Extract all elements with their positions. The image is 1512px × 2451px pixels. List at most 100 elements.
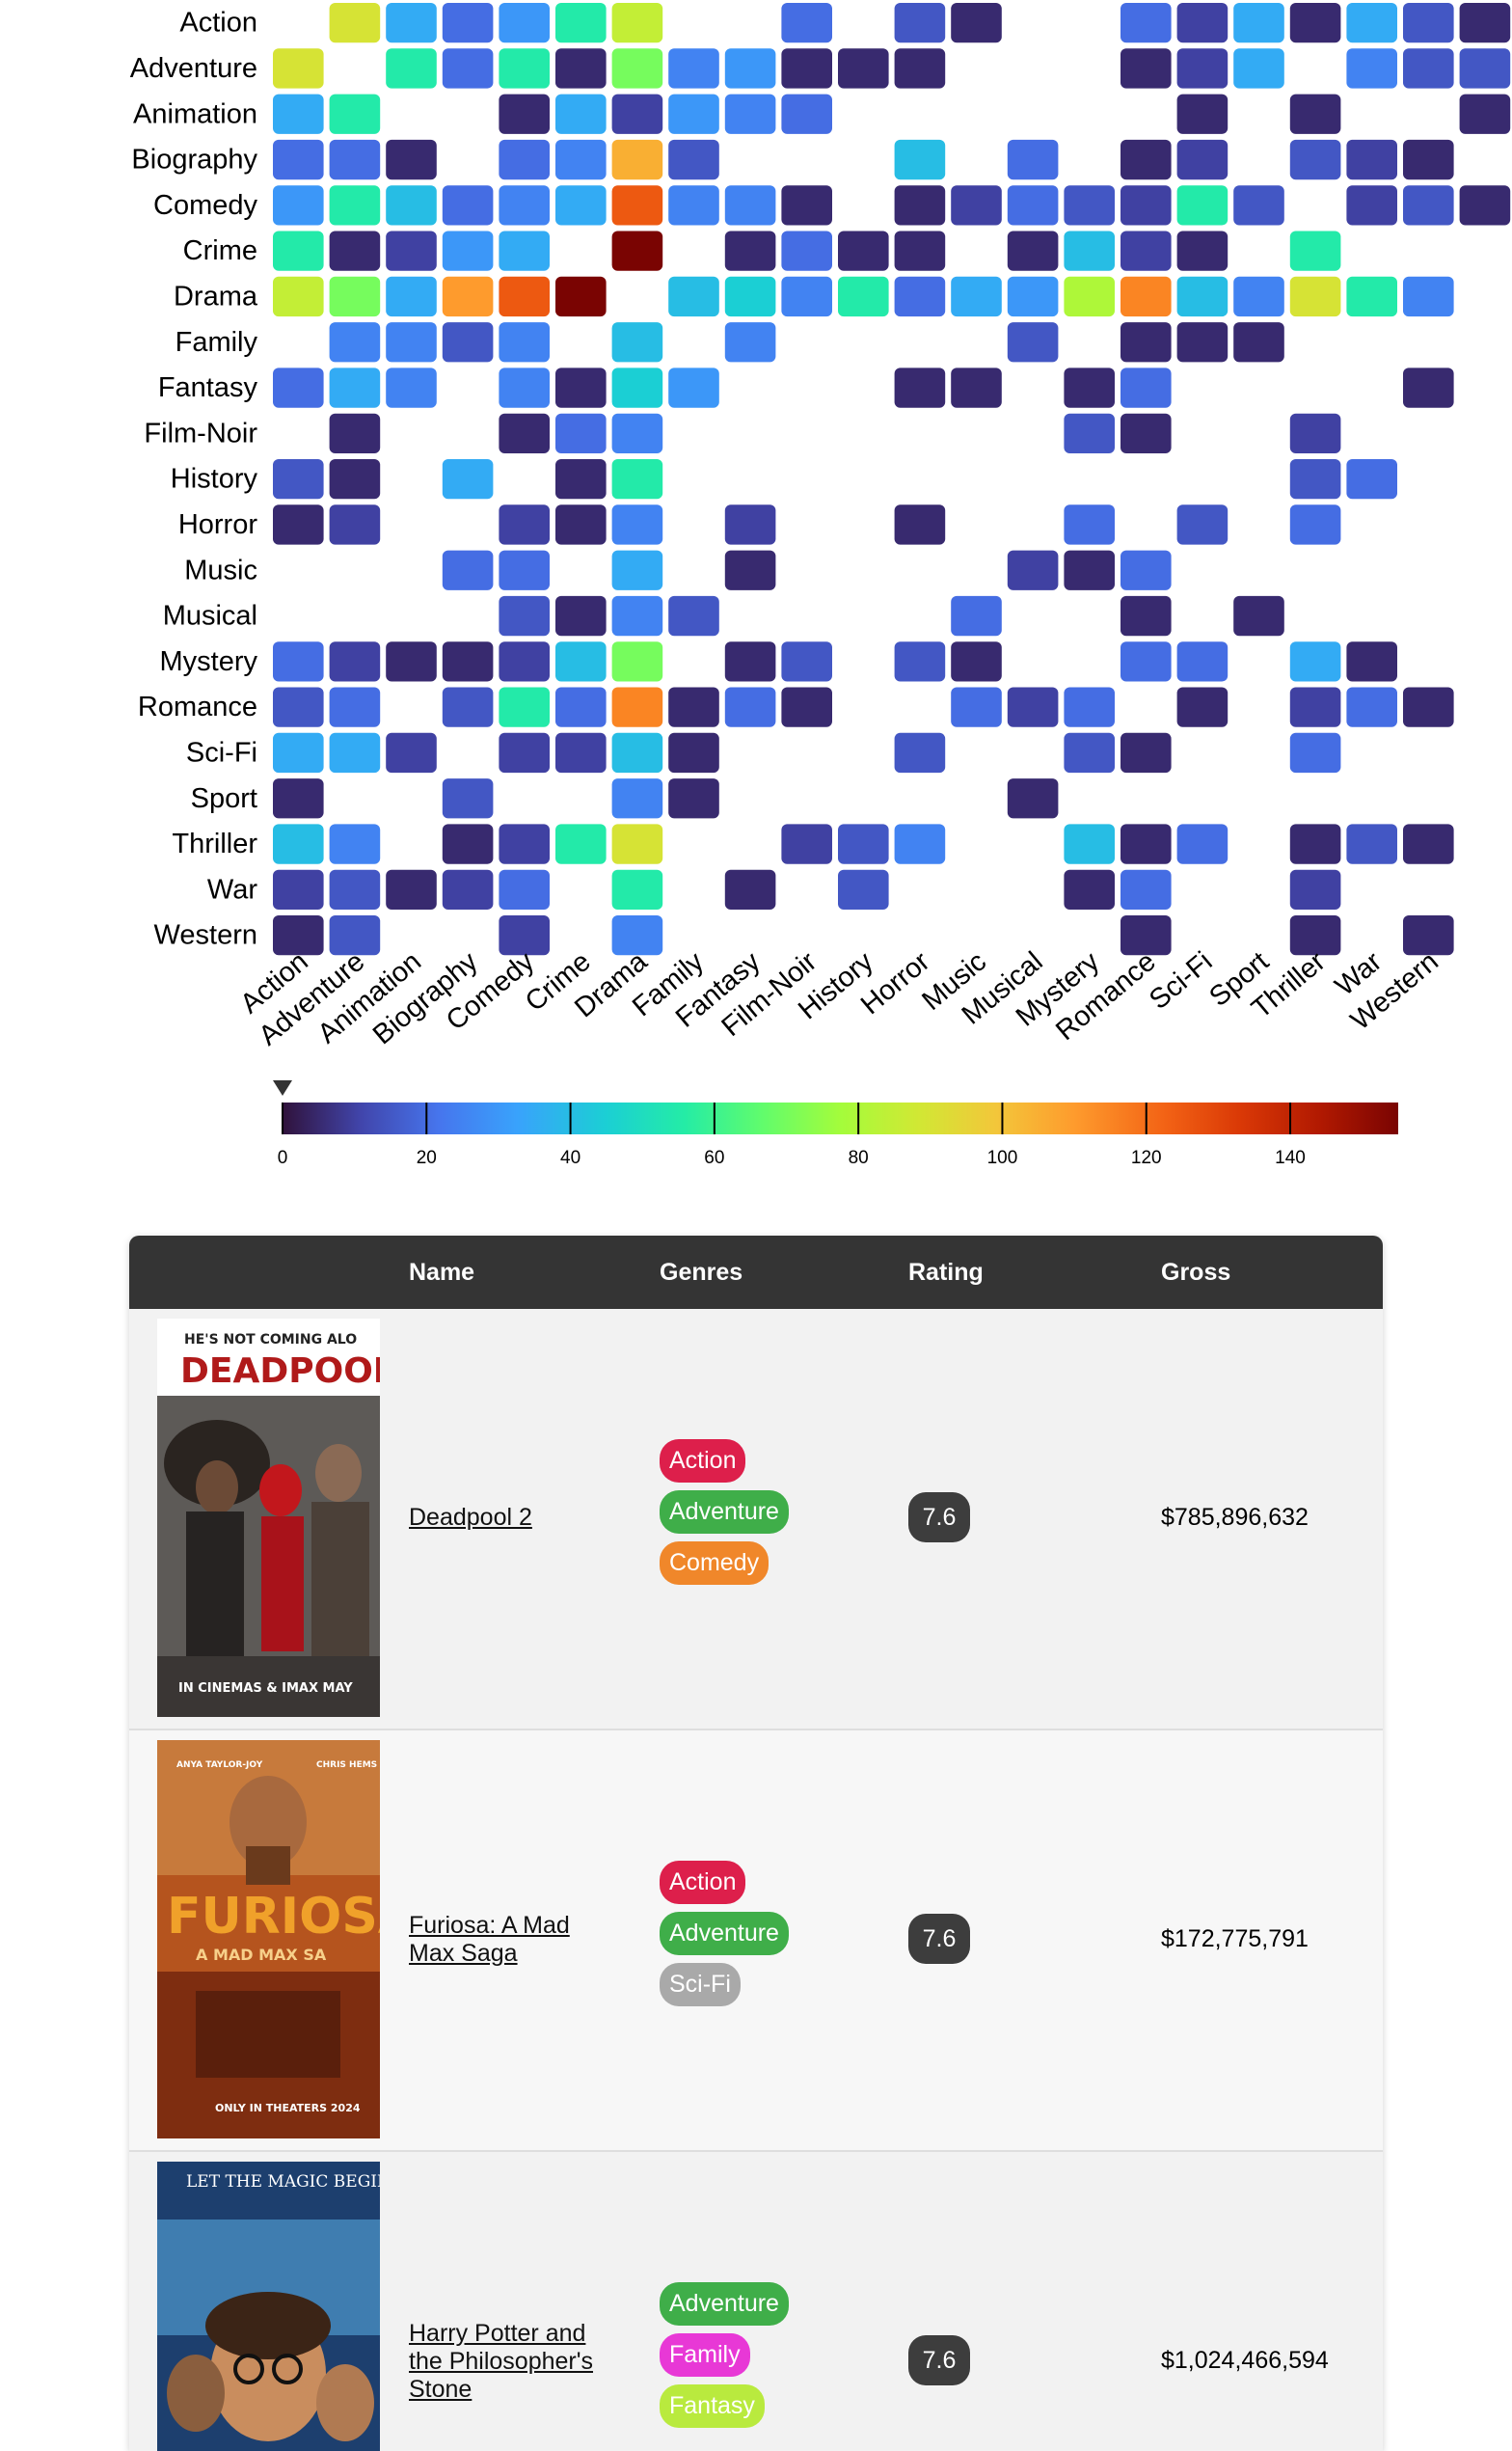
heatmap-cell[interactable]	[611, 413, 663, 453]
heatmap-cell[interactable]	[1120, 550, 1172, 590]
heatmap-cell[interactable]	[781, 94, 832, 134]
heatmap-cell[interactable]	[1064, 504, 1115, 545]
heatmap-cell[interactable]	[1289, 413, 1341, 453]
heatmap-cell[interactable]	[386, 3, 437, 43]
heatmap-cell[interactable]	[1176, 48, 1228, 89]
heatmap-cell[interactable]	[273, 504, 324, 545]
heatmap-cell[interactable]	[442, 48, 494, 89]
heatmap-cell[interactable]	[668, 276, 719, 317]
heatmap-cell[interactable]	[273, 231, 324, 271]
heatmap-cell[interactable]	[499, 732, 550, 774]
heatmap-cell[interactable]	[611, 322, 663, 363]
heatmap-cell[interactable]	[611, 368, 663, 408]
heatmap-cell[interactable]	[951, 595, 1002, 637]
heatmap-cell[interactable]	[386, 48, 437, 89]
heatmap-cell[interactable]	[1176, 687, 1228, 727]
heatmap-cell[interactable]	[724, 276, 776, 317]
heatmap-cell[interactable]	[1289, 869, 1341, 910]
heatmap-cell[interactable]	[386, 322, 437, 363]
heatmap-cell[interactable]	[611, 48, 663, 89]
heatmap-cell[interactable]	[273, 778, 324, 819]
heatmap-cell[interactable]	[273, 94, 324, 134]
heatmap-cell[interactable]	[1346, 641, 1397, 682]
heatmap-cell[interactable]	[442, 641, 494, 682]
heatmap-cell[interactable]	[1064, 687, 1115, 727]
heatmap-cell[interactable]	[442, 3, 494, 43]
heatmap-cell[interactable]	[724, 504, 776, 545]
heatmap-cell[interactable]	[442, 687, 494, 727]
heatmap-cell[interactable]	[668, 778, 719, 819]
heatmap-cell[interactable]	[1120, 322, 1172, 363]
heatmap-cell[interactable]	[1233, 48, 1284, 89]
heatmap-cell[interactable]	[329, 459, 381, 500]
heatmap-cell[interactable]	[724, 550, 776, 590]
heatmap-cell[interactable]	[611, 3, 663, 43]
heatmap-cell[interactable]	[1289, 641, 1341, 682]
heatmap-cell[interactable]	[329, 869, 381, 910]
heatmap-cell[interactable]	[442, 185, 494, 226]
heatmap-cell[interactable]	[555, 94, 607, 134]
heatmap-cell[interactable]	[781, 231, 832, 271]
heatmap-cell[interactable]	[1120, 732, 1172, 774]
heatmap-cell[interactable]	[724, 185, 776, 226]
heatmap-cell[interactable]	[1289, 504, 1341, 545]
heatmap-cell[interactable]	[442, 231, 494, 271]
heatmap-cell[interactable]	[724, 94, 776, 134]
heatmap-cell[interactable]	[611, 595, 663, 637]
heatmap-cell[interactable]	[499, 231, 550, 271]
heatmap-cell[interactable]	[273, 185, 324, 226]
heatmap-cell[interactable]	[1403, 368, 1454, 408]
heatmap-cell[interactable]	[273, 824, 324, 864]
heatmap-cell[interactable]	[499, 869, 550, 910]
heatmap-cell[interactable]	[555, 48, 607, 89]
heatmap-cell[interactable]	[499, 139, 550, 180]
heatmap-cell[interactable]	[1176, 276, 1228, 317]
heatmap-cell[interactable]	[1007, 185, 1059, 226]
heatmap-cell[interactable]	[1459, 185, 1511, 226]
heatmap-cell[interactable]	[555, 459, 607, 500]
heatmap-cell[interactable]	[724, 48, 776, 89]
heatmap-cell[interactable]	[668, 48, 719, 89]
heatmap-cell[interactable]	[555, 185, 607, 226]
column-header-name[interactable]: Name	[409, 1259, 475, 1286]
heatmap-cell[interactable]	[611, 778, 663, 819]
heatmap-cell[interactable]	[1346, 48, 1397, 89]
heatmap-cell[interactable]	[781, 824, 832, 864]
heatmap-cell[interactable]	[499, 641, 550, 682]
heatmap-cell[interactable]	[499, 915, 550, 956]
heatmap-cell[interactable]	[1176, 504, 1228, 545]
heatmap-cell[interactable]	[1120, 595, 1172, 637]
heatmap-cell[interactable]	[386, 276, 437, 317]
heatmap-cell[interactable]	[499, 185, 550, 226]
heatmap-cell[interactable]	[555, 276, 607, 317]
heatmap-cell[interactable]	[611, 94, 663, 134]
heatmap-cell[interactable]	[555, 732, 607, 774]
heatmap-cell[interactable]	[1120, 3, 1172, 43]
heatmap-cell[interactable]	[499, 322, 550, 363]
heatmap-cell[interactable]	[894, 3, 946, 43]
heatmap-cell[interactable]	[329, 368, 381, 408]
heatmap-cell[interactable]	[555, 3, 607, 43]
heatmap-cell[interactable]	[386, 231, 437, 271]
heatmap-cell[interactable]	[611, 459, 663, 500]
heatmap-cell[interactable]	[668, 732, 719, 774]
heatmap-cell[interactable]	[1120, 139, 1172, 180]
heatmap-cell[interactable]	[499, 687, 550, 727]
heatmap-cell[interactable]	[329, 3, 381, 43]
heatmap-cell[interactable]	[1289, 94, 1341, 134]
heatmap-cell[interactable]	[1233, 322, 1284, 363]
heatmap-cell[interactable]	[1176, 94, 1228, 134]
heatmap-cell[interactable]	[838, 276, 889, 317]
heatmap-cell[interactable]	[1346, 459, 1397, 500]
heatmap-cell[interactable]	[1176, 185, 1228, 226]
heatmap-cell[interactable]	[329, 413, 381, 453]
heatmap-cell[interactable]	[499, 595, 550, 637]
heatmap-cell[interactable]	[951, 687, 1002, 727]
heatmap-cell[interactable]	[499, 94, 550, 134]
heatmap-cell[interactable]	[1459, 48, 1511, 89]
heatmap-cell[interactable]	[611, 139, 663, 180]
heatmap-cell[interactable]	[273, 687, 324, 727]
heatmap-cell[interactable]	[442, 550, 494, 590]
heatmap-cell[interactable]	[329, 231, 381, 271]
heatmap-cell[interactable]	[724, 869, 776, 910]
